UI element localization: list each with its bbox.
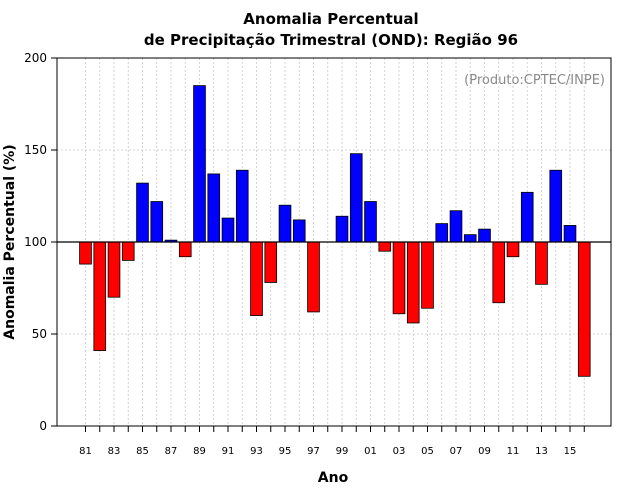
y-tick-label: 100 — [24, 235, 47, 249]
bar — [235, 169, 249, 243]
x-tick-label: 91 — [222, 446, 235, 457]
bar — [449, 210, 463, 243]
y-tick-label: 0 — [39, 419, 47, 433]
x-tick-label: 89 — [193, 446, 206, 457]
bar — [349, 153, 363, 243]
x-tick-label: 13 — [535, 446, 548, 457]
chart-title-line1: Anomalia Percentual — [243, 10, 418, 28]
bar — [93, 241, 107, 351]
bar — [492, 241, 506, 304]
x-tick-label: 03 — [393, 446, 406, 457]
bar — [264, 241, 278, 283]
x-tick-label: 97 — [307, 446, 320, 457]
x-tick-label: 99 — [336, 446, 349, 457]
bar — [549, 169, 563, 243]
bar — [378, 241, 392, 252]
bar — [79, 241, 92, 265]
axes-layer: 0 50 100 150 200 81 83 85 87 89 91 93 95 97 99 01 03 05 07… — [24, 51, 612, 457]
bar — [278, 204, 292, 243]
bar — [563, 225, 577, 243]
x-tick-label: 87 — [165, 446, 178, 457]
bar — [478, 228, 491, 243]
bar — [392, 241, 406, 315]
bar — [121, 241, 135, 261]
bar — [421, 241, 434, 309]
x-tick-label: 07 — [450, 446, 463, 457]
bar — [435, 223, 449, 243]
bar — [150, 201, 164, 243]
chart-title-line2: de Precipitação Trimestral (OND): Região… — [144, 31, 518, 49]
x-tick-label: 95 — [279, 446, 292, 457]
bar — [178, 241, 192, 258]
bar — [506, 241, 520, 258]
bar — [520, 191, 534, 243]
bar — [136, 182, 149, 243]
bar — [107, 241, 121, 298]
y-tick-label: 50 — [32, 327, 47, 341]
bars-layer — [79, 85, 591, 377]
x-tick-label: 15 — [564, 446, 577, 457]
y-axis-label: Anomalia Percentual (%) — [2, 144, 18, 339]
bar — [577, 241, 591, 377]
x-tick-label: 01 — [364, 446, 377, 457]
bar — [535, 241, 548, 285]
x-tick-label: 85 — [136, 446, 149, 457]
bar — [292, 219, 306, 243]
x-tick-label: 93 — [250, 446, 263, 457]
bar — [463, 234, 477, 243]
bar — [207, 173, 221, 243]
x-tick-label: 83 — [108, 446, 121, 457]
bar — [406, 241, 420, 324]
x-axis-label: Ano — [318, 470, 349, 486]
y-tick-label: 200 — [24, 51, 47, 65]
x-tick-label: 11 — [507, 446, 520, 457]
y-tick-label: 150 — [24, 143, 47, 157]
bar — [193, 85, 206, 243]
source-note: (Produto:CPTEC/INPE) — [464, 73, 605, 88]
x-tick-label: 09 — [478, 446, 491, 457]
bar — [250, 241, 263, 316]
bar — [364, 201, 377, 243]
bar — [221, 217, 235, 243]
bar — [335, 215, 349, 243]
bar — [307, 241, 320, 313]
x-tick-label: 05 — [421, 446, 434, 457]
x-tick-label: 81 — [79, 446, 92, 457]
